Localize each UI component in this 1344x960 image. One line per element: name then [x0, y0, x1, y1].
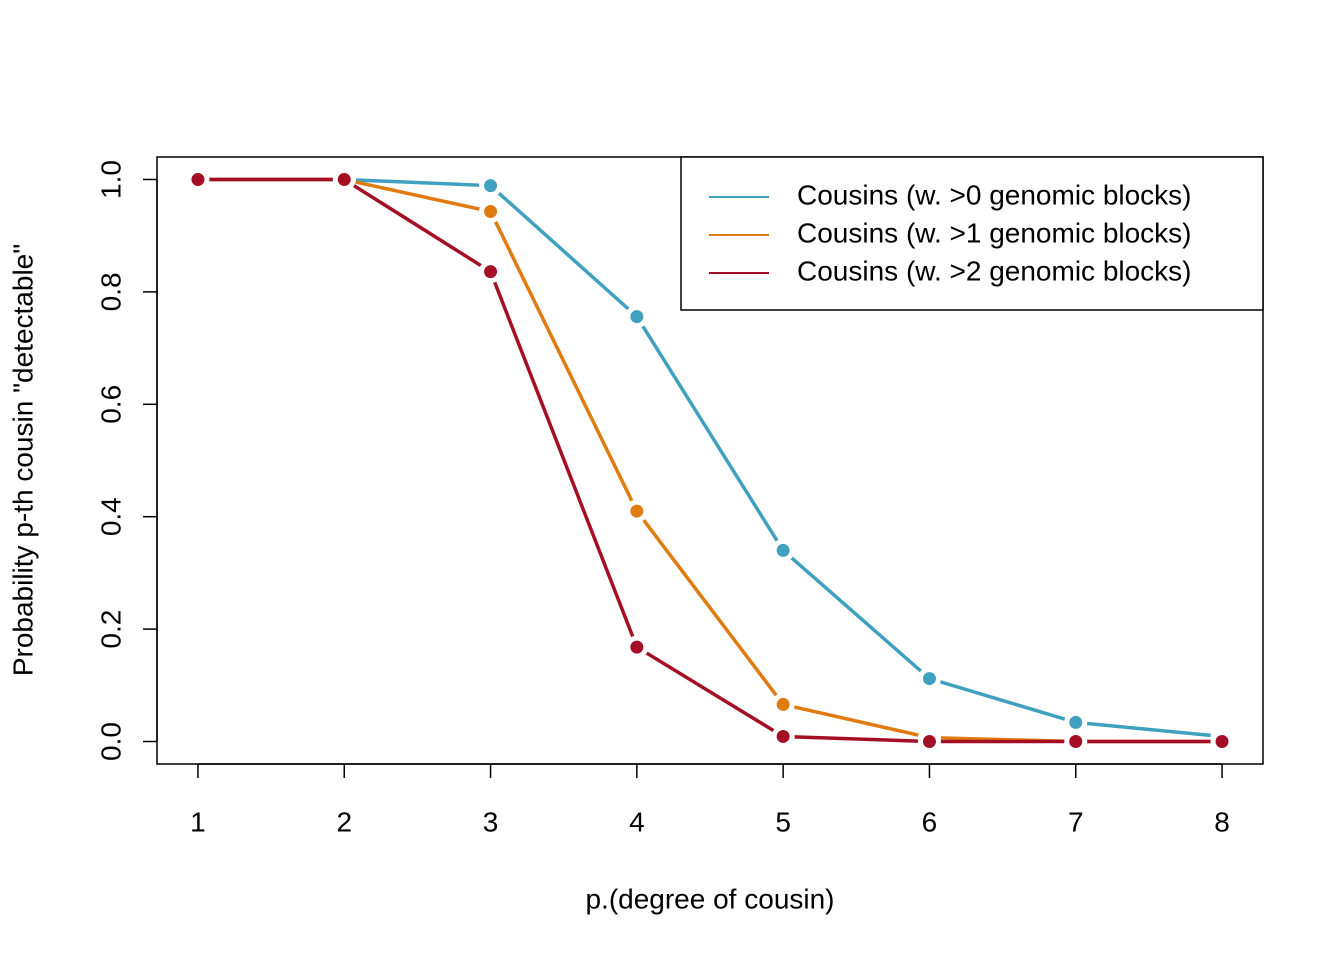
- x-tick-label: 4: [629, 806, 645, 837]
- x-tick-label: 5: [775, 806, 791, 837]
- series-line: [197, 177, 1223, 739]
- legend-label: Cousins (w. >1 genomic blocks): [797, 217, 1192, 248]
- series-line: [197, 177, 1223, 744]
- y-tick-label: 0.2: [95, 610, 126, 649]
- point: [479, 200, 503, 224]
- point: [771, 692, 795, 716]
- x-tick-label: 3: [483, 806, 499, 837]
- legend-label: Cousins (w. >0 genomic blocks): [797, 179, 1192, 210]
- x-tick-label: 2: [336, 806, 352, 837]
- y-tick-label: 0.0: [95, 722, 126, 761]
- point: [1064, 710, 1088, 734]
- y-tick-label: 1.0: [95, 160, 126, 199]
- x-tick-label: 6: [922, 806, 938, 837]
- y-tick-label: 0.8: [95, 272, 126, 311]
- point: [771, 724, 795, 748]
- y-tick-label: 0.4: [95, 497, 126, 536]
- point: [917, 730, 941, 754]
- point: [186, 167, 210, 191]
- legend-box: [680, 156, 1264, 311]
- point: [1064, 730, 1088, 754]
- point: [917, 667, 941, 691]
- point: [625, 305, 649, 329]
- y-axis-label: Probability p-th cousin "detectable": [7, 244, 38, 676]
- legend-label: Cousins (w. >2 genomic blocks): [797, 255, 1192, 286]
- x-axis-label: p.(degree of cousin): [585, 883, 834, 914]
- x-tick-label: 1: [190, 806, 206, 837]
- x-tick-label: 8: [1214, 806, 1230, 837]
- point: [479, 174, 503, 198]
- point: [625, 499, 649, 523]
- point: [1210, 730, 1234, 754]
- point: [625, 635, 649, 659]
- x-tick-label: 7: [1068, 806, 1084, 837]
- point: [332, 167, 356, 191]
- point: [771, 538, 795, 562]
- point: [479, 260, 503, 284]
- y-tick-label: 0.6: [95, 385, 126, 424]
